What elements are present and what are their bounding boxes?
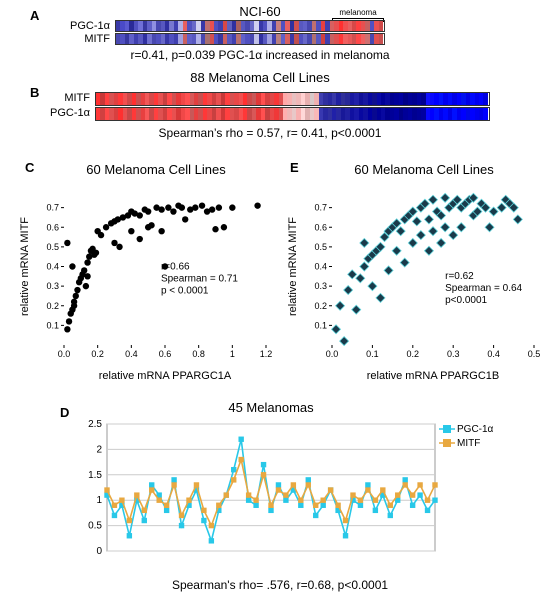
panel-b-row0-label: MITF — [40, 92, 90, 104]
panel-a-heatmap-row-0 — [115, 20, 385, 32]
panel-d-caption: Spearman's rho= .576, r=0.68, p<0.0001 — [120, 578, 440, 592]
svg-text:relative mRNA MITF: relative mRNA MITF — [19, 217, 31, 316]
svg-text:0.3: 0.3 — [447, 349, 460, 359]
svg-text:0.1: 0.1 — [366, 349, 379, 359]
panel-a-row1-label: MITF — [60, 33, 110, 45]
panel-a-label: A — [30, 8, 39, 23]
svg-text:0.2: 0.2 — [91, 349, 104, 359]
svg-text:0.6: 0.6 — [314, 222, 327, 232]
svg-text:relative mRNA PPARGC1B: relative mRNA PPARGC1B — [367, 370, 499, 382]
svg-text:0.0: 0.0 — [58, 349, 71, 359]
svg-text:0.5: 0.5 — [528, 349, 541, 359]
panel-c-scatter: 60 Melanoma Cell Lines 0.1 0.2 0.3 0.4 0.5 0.6… — [16, 160, 276, 385]
svg-text:r=0.62: r=0.62 — [445, 271, 474, 282]
svg-text:1: 1 — [230, 349, 235, 359]
bracket-label: melanoma — [332, 8, 384, 17]
svg-text:0.7: 0.7 — [314, 203, 327, 213]
panel-b-row1-label: PGC-1α — [40, 107, 90, 119]
svg-text:MITF: MITF — [457, 438, 480, 449]
svg-text:0.3: 0.3 — [314, 281, 327, 291]
svg-text:60 Melanoma Cell Lines: 60 Melanoma Cell Lines — [86, 162, 226, 177]
svg-text:0.2: 0.2 — [46, 301, 59, 311]
panel-d-linechart: 45 Melanomas 0 0.5 1 1.5 2 2.5 PGC-1α MITF — [75, 398, 505, 573]
svg-text:0.7: 0.7 — [46, 203, 59, 213]
svg-text:0.6: 0.6 — [46, 222, 59, 232]
svg-text:PGC-1α: PGC-1α — [457, 424, 494, 435]
panel-a-row0-label: PGC-1α — [60, 20, 110, 32]
svg-text:relative mRNA PPARGC1A: relative mRNA PPARGC1A — [99, 370, 232, 382]
panel-d-label: D — [60, 405, 69, 420]
svg-text:0.5: 0.5 — [88, 521, 102, 532]
svg-text:0.4: 0.4 — [314, 262, 327, 272]
svg-text:0.1: 0.1 — [46, 320, 59, 330]
svg-text:Spearman = 0.64: Spearman = 0.64 — [445, 283, 522, 294]
svg-text:0.5: 0.5 — [314, 242, 327, 252]
svg-text:0.4: 0.4 — [46, 262, 59, 272]
svg-text:0.4: 0.4 — [487, 349, 500, 359]
svg-text:2: 2 — [96, 444, 102, 455]
panel-a-heatmap-row-1 — [115, 33, 385, 45]
panel-b-title: 88 Melanoma Cell Lines — [150, 70, 370, 85]
panel-b-caption: Spearman’s rho = 0.57, r= 0.41, p<0.0001 — [120, 126, 420, 140]
svg-text:0.6: 0.6 — [159, 349, 172, 359]
svg-text:0.4: 0.4 — [125, 349, 138, 359]
svg-text:0.2: 0.2 — [407, 349, 420, 359]
svg-text:r=0.66: r=0.66 — [161, 262, 190, 273]
panel-a-caption: r=0.41, p=0.039 PGC-1α increased in mela… — [100, 48, 420, 62]
svg-text:1: 1 — [96, 495, 102, 506]
svg-text:1.2: 1.2 — [260, 349, 273, 359]
svg-text:0.0: 0.0 — [326, 349, 339, 359]
svg-text:0.5: 0.5 — [46, 242, 59, 252]
svg-text:60 Melanoma Cell Lines: 60 Melanoma Cell Lines — [354, 162, 494, 177]
svg-text:Spearman = 0.71: Spearman = 0.71 — [161, 274, 238, 285]
panel-e-scatter: 60 Melanoma Cell Lines 0.1 0.2 0.3 0.4 0.5 0.6… — [284, 160, 544, 385]
svg-text:p < 0.0001: p < 0.0001 — [161, 286, 209, 297]
svg-text:relative mRNA MITF: relative mRNA MITF — [287, 217, 299, 316]
svg-text:p<0.0001: p<0.0001 — [445, 295, 487, 306]
panel-a-title: NCI-60 — [200, 4, 320, 19]
svg-text:45 Melanomas: 45 Melanomas — [228, 400, 314, 415]
panel-b-label: B — [30, 85, 39, 100]
svg-text:0.8: 0.8 — [192, 349, 205, 359]
panel-b-heatmap-row-1 — [95, 107, 490, 121]
svg-text:0.2: 0.2 — [314, 301, 327, 311]
svg-text:0.1: 0.1 — [314, 320, 327, 330]
svg-text:1.5: 1.5 — [88, 470, 102, 481]
panel-b-heatmap-row-0 — [95, 92, 490, 106]
svg-text:2.5: 2.5 — [88, 419, 102, 430]
svg-text:0.3: 0.3 — [46, 281, 59, 291]
svg-text:0: 0 — [96, 546, 102, 557]
